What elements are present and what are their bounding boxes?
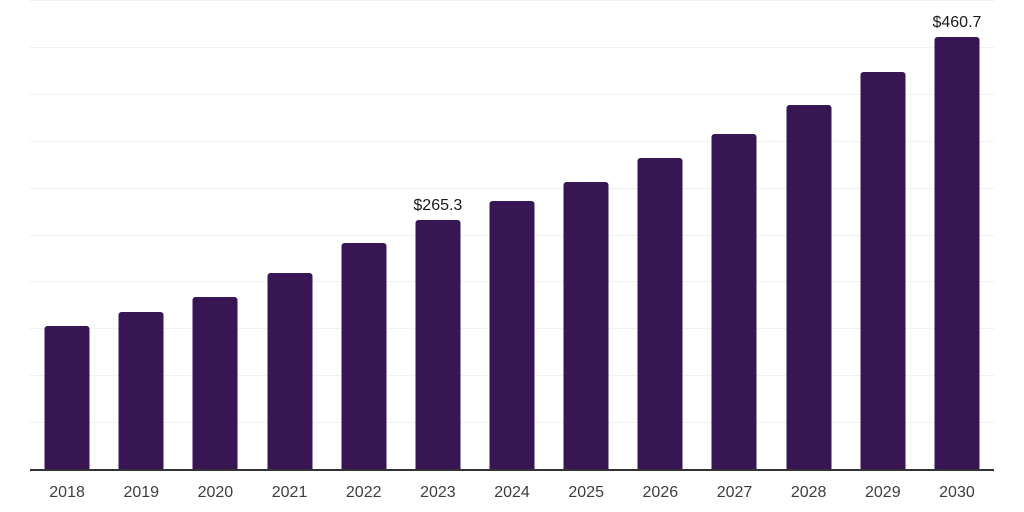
x-axis-label-2023: 2023 bbox=[420, 484, 456, 501]
x-axis-label-2019: 2019 bbox=[123, 484, 160, 501]
bar-slot-2027 bbox=[697, 0, 771, 469]
bar-2026[interactable] bbox=[637, 157, 683, 469]
x-axis-line bbox=[30, 469, 994, 471]
plot-area: $265.3 $460.7 bbox=[30, 0, 994, 469]
bar-slot-2025 bbox=[549, 0, 623, 469]
gridline bbox=[30, 0, 994, 1]
x-axis-label-2020: 2020 bbox=[197, 484, 234, 501]
bar-2028[interactable] bbox=[786, 104, 832, 469]
bar-2022[interactable] bbox=[341, 242, 387, 469]
bar-slot-2022 bbox=[327, 0, 401, 469]
bar-slot-2028 bbox=[772, 0, 846, 469]
x-axis-label-2018: 2018 bbox=[49, 484, 85, 501]
bar-2027[interactable] bbox=[711, 134, 757, 469]
bar-slot-2030: $460.7 bbox=[920, 0, 994, 469]
bar-slot-2026 bbox=[623, 0, 697, 469]
gridline bbox=[30, 140, 994, 142]
gridline bbox=[30, 46, 994, 48]
bar-2019[interactable] bbox=[118, 312, 164, 469]
x-axis-label-2022: 2022 bbox=[345, 484, 382, 501]
bar-slot-2024 bbox=[475, 0, 549, 469]
bar-2021[interactable] bbox=[267, 272, 313, 469]
bar-value-label-2030: $460.7 bbox=[932, 13, 982, 31]
gridline bbox=[30, 187, 994, 189]
bar-2018[interactable] bbox=[44, 325, 90, 469]
bar-slot-2020 bbox=[178, 0, 252, 469]
gridline bbox=[30, 93, 994, 95]
x-axis-label-2026: 2026 bbox=[642, 484, 679, 501]
x-axis-label-2030: 2030 bbox=[939, 484, 975, 501]
bar-2025[interactable] bbox=[563, 181, 609, 469]
bar-2023[interactable] bbox=[415, 220, 461, 469]
bar-2020[interactable] bbox=[192, 297, 238, 469]
x-axis-label-2025: 2025 bbox=[568, 484, 604, 501]
x-axis-label-2024: 2024 bbox=[494, 484, 530, 501]
bar-slots: $265.3 $460.7 bbox=[30, 0, 994, 469]
bar-2030[interactable] bbox=[934, 36, 980, 469]
bar-slot-2021 bbox=[252, 0, 326, 469]
bar-2029[interactable] bbox=[860, 71, 906, 469]
bar-slot-2018 bbox=[30, 0, 104, 469]
x-axis: 2018 2019 2020 2021 2022 2023 2024 2025 2026 2027… bbox=[30, 485, 994, 501]
x-axis-label-2029: 2029 bbox=[865, 484, 901, 501]
bar-slot-2023: $265.3 bbox=[401, 0, 475, 469]
x-axis-label-2027: 2027 bbox=[716, 484, 753, 501]
x-axis-label-2021: 2021 bbox=[271, 484, 308, 501]
bar-value-label-2023: $265.3 bbox=[413, 197, 463, 215]
bar-slot-2019 bbox=[104, 0, 178, 469]
x-axis-label-2028: 2028 bbox=[790, 484, 827, 501]
bar-slot-2029 bbox=[846, 0, 920, 469]
bar-2024[interactable] bbox=[489, 201, 535, 469]
